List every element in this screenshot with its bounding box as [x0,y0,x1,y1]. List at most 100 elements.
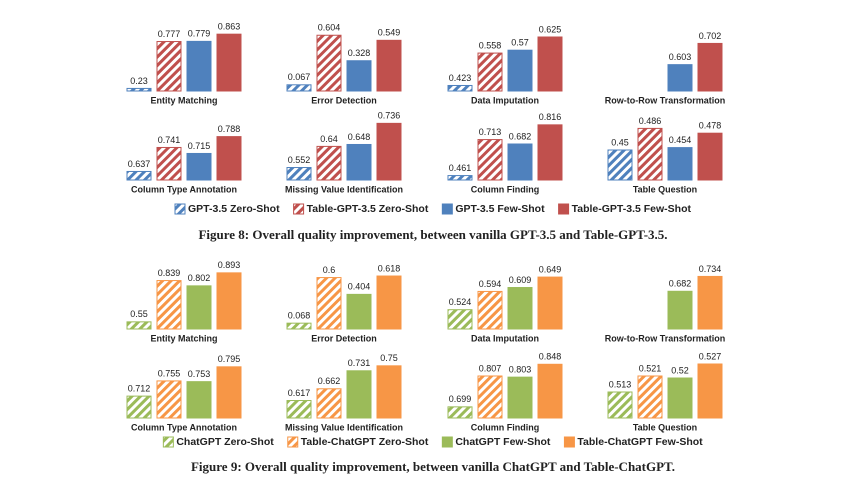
value-label: 0.617 [288,388,311,398]
value-label: 0.848 [539,352,562,362]
value-label: 0.64 [320,134,338,144]
bar [316,145,342,181]
value-label: 0.603 [669,52,692,62]
bar [537,363,563,419]
caption: Figure 9: Overall quality improvement, b… [191,459,675,474]
bar [156,380,182,419]
legend-label: GPT-3.5 Zero-Shot [188,203,280,215]
legend-label: Table-GPT-3.5 Zero-Shot [307,203,429,215]
value-label: 0.513 [609,379,632,389]
value-label: 0.712 [128,383,151,393]
value-label: 0.558 [479,40,502,50]
bar [507,287,533,330]
panel-title: Column Finding [471,422,539,432]
value-label: 0.803 [509,365,532,375]
panel-title: Column Type Annotation [131,184,237,194]
caption: Figure 8: Overall quality improvement, b… [198,227,667,242]
bar [447,406,473,419]
legend-label: ChatGPT Few-Shot [455,436,551,448]
value-label: 0.779 [188,29,211,39]
panel-title: Row-to-Row Transformation [605,333,726,343]
legend-label: Table-ChatGPT Few-Shot [577,436,703,448]
bar [216,33,242,92]
bar [667,290,693,330]
value-label: 0.788 [218,124,241,134]
bar [286,84,312,92]
bar [667,147,693,181]
value-label: 0.802 [188,273,211,283]
legend: GPT-3.5 Zero-Shot Table-GPT-3.5 Zero-Shot… [174,203,691,215]
bar [346,143,372,181]
bar [346,293,372,330]
value-label: 0.067 [288,72,311,82]
value-label: 0.715 [188,141,211,151]
legend: ChatGPT Zero-Shot Table-ChatGPT Zero-Shot… [162,436,703,448]
value-label: 0.731 [348,358,371,368]
bar [477,375,503,419]
panel-title: Error Detection [311,95,377,105]
panel-title: Table Question [633,422,697,432]
legend-marker [162,436,174,448]
bar [156,41,182,92]
value-label: 0.328 [348,48,371,58]
panel-title: Column Type Annotation [131,422,237,432]
value-label: 0.552 [288,155,311,165]
value-label: 0.423 [449,73,472,83]
value-label: 0.713 [479,127,502,137]
value-label: 0.23 [130,76,148,86]
value-label: 0.52 [671,365,689,375]
bar [697,42,723,92]
bar [447,309,473,330]
value-label: 0.662 [318,376,341,386]
legend-marker [287,436,299,448]
panel-title: Data Imputation [471,333,539,343]
value-label: 0.57 [511,38,529,48]
bar [507,143,533,181]
value-label: 0.454 [669,135,692,145]
legend-marker [441,436,453,448]
value-label: 0.486 [639,116,662,126]
value-label: 0.816 [539,112,562,122]
value-label: 0.609 [509,275,532,285]
panel-title: Entity Matching [151,333,218,343]
legend-marker [293,203,305,215]
value-label: 0.45 [611,137,629,147]
bar [537,276,563,330]
value-label: 0.527 [699,351,722,361]
bar [537,36,563,92]
bar [126,395,152,419]
value-label: 0.75 [380,353,398,363]
value-label: 0.604 [318,23,341,33]
value-label: 0.524 [449,297,472,307]
value-label: 0.863 [218,22,241,32]
value-label: 0.55 [130,309,148,319]
bar [697,132,723,181]
value-label: 0.753 [188,369,211,379]
bar [126,170,152,181]
value-label: 0.807 [479,363,502,373]
value-label: 0.648 [348,132,371,142]
panel-title: Missing Value Identification [285,184,403,194]
bar [316,388,342,419]
bar [216,366,242,419]
bar [697,275,723,330]
panel-title: Error Detection [311,333,377,343]
bar [126,87,152,92]
legend-label: GPT-3.5 Few-Shot [455,203,545,215]
panel-title: Table Question [633,184,697,194]
value-label: 0.839 [158,268,181,278]
bar [607,391,633,419]
value-label: 0.625 [539,24,562,34]
value-label: 0.682 [669,279,692,289]
bar [316,34,342,92]
value-label: 0.734 [699,264,722,274]
bar [216,136,242,181]
bar [186,381,212,419]
bar [286,322,312,330]
bar [376,39,402,92]
bar [186,40,212,92]
value-label: 0.702 [699,31,722,41]
bar [316,277,342,330]
legend-marker [174,203,186,215]
value-label: 0.736 [378,111,401,121]
